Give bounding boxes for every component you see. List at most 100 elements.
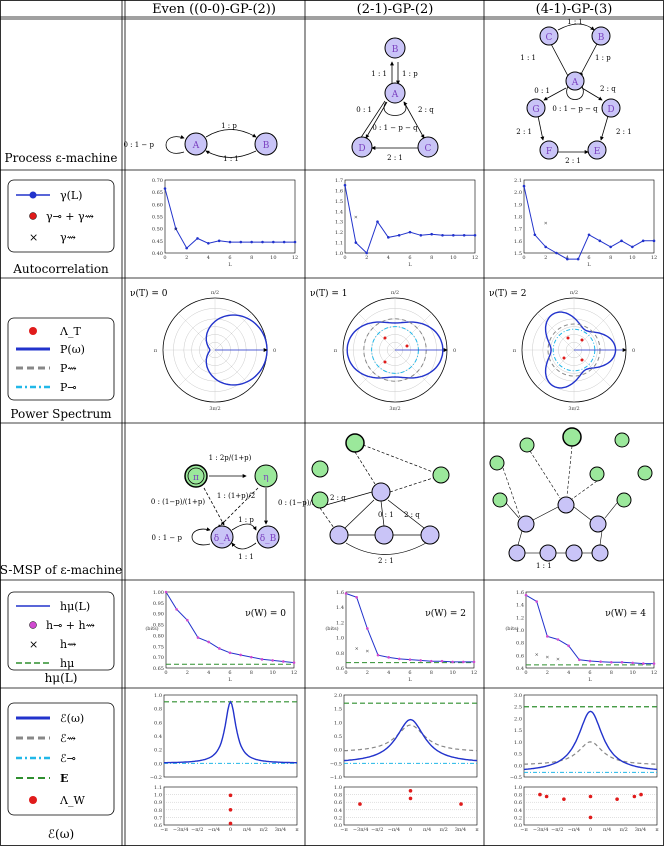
tick-label: 1.0	[334, 785, 342, 791]
node-b: B	[263, 141, 270, 151]
data-point	[472, 660, 476, 664]
tick-label: 1.4	[336, 605, 344, 611]
tick-label: 0	[522, 255, 525, 261]
data-point	[207, 640, 210, 644]
tick-label: 4	[207, 670, 210, 676]
data-point	[272, 240, 275, 244]
eigenvalue-dot	[562, 356, 566, 360]
edge-label: 0 : 1 − p − q	[372, 124, 418, 132]
data-point	[292, 661, 296, 664]
edge-label: 0 : (1−p)/(1+p)	[151, 498, 205, 506]
data-point	[250, 655, 253, 659]
tick-label: 0.65	[152, 190, 163, 196]
tick-label: 3π/2	[209, 406, 220, 412]
row-label-autocorr: Autocorrelation	[12, 262, 109, 276]
tick-label: 0	[589, 827, 592, 833]
node-b: B	[598, 33, 605, 43]
edge-label: 1 : p	[595, 54, 611, 62]
tick-label: 6	[228, 670, 231, 676]
tick-label: 0	[344, 670, 347, 676]
tick-label: 1.1	[154, 785, 162, 791]
data-point	[430, 232, 433, 236]
nu-t-gp21: ν(T) = 1	[310, 288, 348, 299]
tick-label: 12	[651, 255, 657, 261]
edge-label: 1 : 2p/(1+p)	[209, 454, 252, 462]
tick-label: 1.8	[514, 215, 522, 221]
legend-lambda-w: Λ_W	[59, 794, 85, 807]
tick-label: −π/2	[191, 827, 203, 833]
tick-label: 0.6	[334, 800, 342, 806]
data-point	[610, 661, 613, 664]
data-point	[567, 644, 570, 648]
node-e: E	[594, 147, 601, 157]
lambda-w-plot-gp21: 0.0 0.20.4 0.60.8 1.0 −π −3π/4 −π/2 −π/4 0 π/4 π/2…	[334, 785, 479, 833]
tick-label: 0.6	[154, 720, 162, 726]
polar-spoke	[358, 349, 396, 387]
edge-label: 1 : p	[221, 122, 237, 130]
tick-label: −π	[160, 827, 168, 833]
data-point	[441, 233, 444, 237]
data-point	[354, 241, 358, 244]
data-point	[587, 233, 591, 237]
data-point	[546, 635, 549, 638]
edge-label: 0 : 1	[356, 106, 372, 114]
edge-label: 1 : 1	[536, 562, 552, 570]
tick-label: 6	[408, 670, 411, 676]
eigenvalue-dot	[405, 344, 409, 348]
data-point	[196, 636, 200, 639]
tick-label: 0.8	[154, 808, 162, 814]
data-point	[261, 240, 264, 244]
data-point	[419, 233, 423, 237]
tick-label: 2	[365, 255, 368, 261]
data-point	[282, 240, 286, 244]
tick-label: 2.0	[514, 190, 522, 196]
tick-label: 1.00	[153, 590, 164, 596]
edge-label: 2 : 1	[387, 154, 403, 162]
x-axis-label: L	[587, 262, 591, 268]
tick-label: 3.0	[514, 693, 522, 699]
tick-label: 12	[472, 255, 478, 261]
tick-label: 1.9	[514, 202, 522, 208]
tick-label: 6	[587, 255, 590, 261]
data-point	[196, 237, 199, 240]
plot-frame	[345, 591, 475, 669]
legend-p-stationary: P⊸	[60, 381, 77, 394]
legend-e-total: E	[60, 772, 68, 785]
data-point	[387, 656, 390, 659]
tick-label: 1.0	[154, 693, 162, 699]
tick-label: 12	[471, 670, 477, 676]
data-point	[397, 233, 401, 237]
data-point	[163, 187, 167, 190]
tick-label: 8	[250, 670, 253, 676]
plot-frame	[163, 786, 298, 826]
data-point	[462, 660, 465, 664]
node-delta-b: δ_B	[260, 534, 277, 544]
process-gp41-diagram: C B A G D F E 1 : 1 1 : 1 1 : p 0 : 1 2 …	[516, 18, 631, 165]
tick-label: 8	[250, 255, 253, 261]
tick-label: 0.0	[154, 761, 162, 767]
eigenvalue-dot	[459, 802, 463, 806]
tick-label: 1.0	[334, 720, 342, 726]
tick-label: π	[655, 827, 659, 833]
autocorr-plot-gp41: 1.51.61.71.81.92.02.1024681012L×	[514, 178, 657, 268]
tick-label: 2.1	[514, 178, 522, 184]
tick-label: 0.6	[336, 666, 344, 672]
tick-label: 2	[186, 670, 189, 676]
tick-label: 1.5	[334, 707, 342, 713]
data-point	[366, 627, 369, 630]
tick-label: 0.8	[514, 793, 522, 799]
tick-label: 0	[229, 827, 232, 833]
data-point	[588, 659, 592, 663]
edge-label: 1 : 1	[520, 54, 536, 62]
data-point	[631, 245, 634, 249]
data-point	[566, 257, 569, 261]
edge-label: 1 : p	[402, 70, 418, 78]
data-point	[408, 658, 412, 661]
tick-label: π	[154, 348, 158, 354]
tick-label: 1.6	[336, 590, 344, 596]
edge-label: 1 : 1	[567, 18, 583, 26]
tick-label: 0	[409, 827, 412, 833]
tick-label: π/4	[243, 827, 251, 833]
plot-frame	[343, 694, 478, 778]
tick-label: 0.60	[152, 202, 163, 208]
